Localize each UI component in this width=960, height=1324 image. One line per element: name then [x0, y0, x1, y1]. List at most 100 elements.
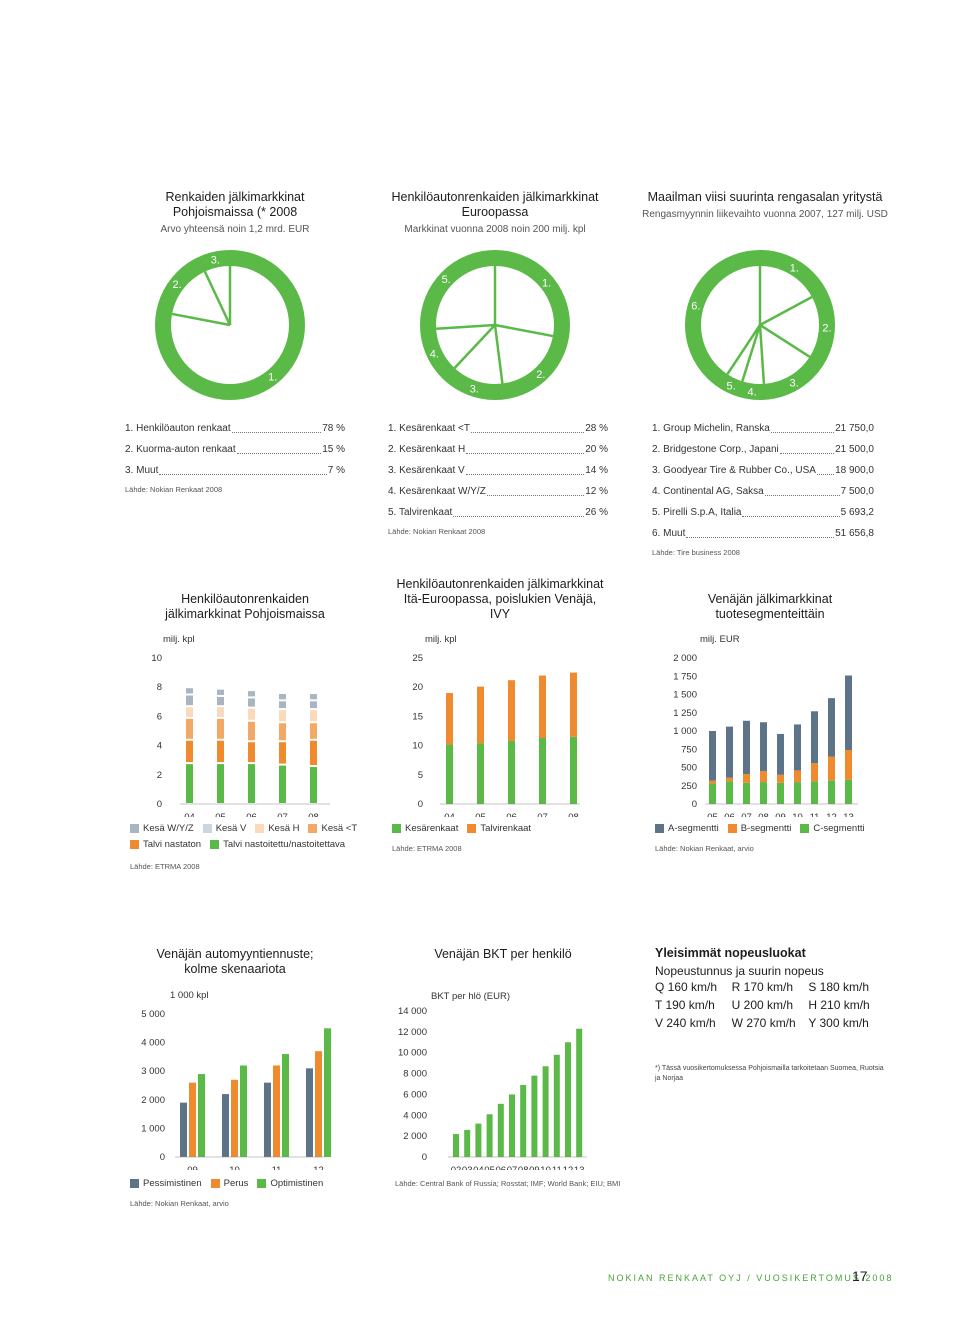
legend-item: C-segmentti	[800, 823, 865, 834]
item-value: 21 500,0	[835, 444, 874, 455]
bar-segment	[217, 740, 224, 763]
y-tick-label: 5	[418, 770, 423, 781]
slice-label: 6.	[691, 301, 700, 313]
bar	[273, 1065, 280, 1157]
slice-label: 2.	[536, 369, 545, 381]
pie-legend-3: 1. Group Michelin, Ranska 21 750,0 2. Brid…	[652, 418, 874, 557]
y-tick-label: 4 000	[141, 1038, 165, 1049]
source-note: Lähde: ETRMA 2008	[392, 844, 462, 853]
x-tick-label: 07	[277, 812, 288, 817]
y-tick-label: 250	[681, 781, 697, 792]
item-label: 5. Pirelli S.p.A, Italia	[652, 507, 742, 518]
chart-title: Venäjän BKT per henkilö	[434, 947, 572, 961]
bar-segment	[509, 1094, 515, 1157]
y-tick-label: 0	[692, 799, 697, 810]
bar	[222, 1094, 229, 1157]
slice-divider	[436, 323, 496, 330]
y-tick-label: 20	[412, 682, 423, 693]
item-value: 21 750,0	[835, 423, 874, 434]
legend-label: Kesä <T	[321, 823, 358, 834]
x-tick-label: 07	[741, 812, 752, 817]
speed-cell: U 200 km/h	[731, 998, 794, 1012]
bar-segment	[186, 695, 193, 706]
legend-russia-segments: A-segmentti B-segmentti C-segmentti Lähde:…	[655, 823, 895, 853]
item-label: 3. Goodyear Tire & Rubber Co., USA	[652, 465, 816, 476]
bar-segment	[828, 780, 835, 804]
donut-chart-1: 1. 2. 3.	[155, 250, 305, 400]
item-label: 3. Kesärenkaat V	[388, 465, 465, 476]
chart-title: Henkilöautonrenkaiden jälkimarkkinat Poh…	[165, 592, 325, 621]
y-tick-label: 12 000	[398, 1027, 427, 1038]
slice-label: 3.	[470, 384, 479, 396]
unit-label: BKT per hlö (EUR)	[431, 991, 510, 1002]
bar-segment	[186, 688, 193, 694]
legend-swatch	[210, 840, 220, 849]
y-tick-label: 5 000	[141, 1009, 165, 1020]
leader-dots	[816, 460, 835, 475]
footnote: *) Tässä vuosikertomuksessa Pohjoismaill…	[655, 1065, 884, 1082]
source-note: Lähde: Nokian Renkaat 2008	[125, 485, 223, 494]
slice-label: 4.	[430, 349, 439, 361]
item-label: 1. Group Michelin, Ranska	[652, 423, 770, 434]
x-tick-label: 10	[540, 1165, 551, 1170]
bar-segment	[279, 710, 286, 722]
bar-segment	[310, 767, 317, 803]
source-note: Lähde: Nokian Renkaat 2008	[388, 527, 486, 536]
unit-label: 1 000 kpl	[170, 990, 209, 1001]
legend-car-sales: Pessimistinen Perus Optimistinen Lähde: No…	[130, 1178, 370, 1208]
pie-legend-item: 3. Kesärenkaat V 14 %	[388, 460, 608, 481]
item-label: 5. Talvirenkaat	[388, 507, 453, 518]
unit-label: milj. kpl	[163, 634, 195, 645]
y-tick-label: 0	[422, 1152, 427, 1163]
slice-divider	[171, 312, 231, 327]
pie-legend-item: 3. Muut 7 %	[125, 460, 345, 481]
x-tick-label: 05	[707, 812, 718, 817]
bar-segment	[497, 1103, 504, 1157]
bar-segment	[486, 1114, 493, 1157]
x-tick-label: 12	[826, 812, 837, 817]
item-label: 3. Muut	[125, 465, 159, 476]
x-tick-label: 08	[518, 1165, 529, 1170]
legend-swatch	[255, 824, 265, 833]
x-tick-label: 13	[843, 812, 854, 817]
item-value: 12 %	[585, 486, 608, 497]
x-tick-label: 06	[246, 812, 257, 817]
bar-segment	[248, 708, 255, 720]
bar-segment	[576, 1028, 583, 1157]
legend-item: B-segmentti	[727, 823, 791, 834]
bar-segment	[570, 672, 577, 737]
x-tick-label: 11	[552, 1165, 562, 1170]
leader-dots	[466, 439, 585, 454]
pie-legend-item: 4. Continental AG, Saksa 7 500,0	[652, 481, 874, 502]
pie-block-1: Renkaiden jälkimarkkinat Pohjoismaissa (…	[125, 190, 345, 235]
legend-label: Kesä H	[268, 823, 300, 834]
bar-segment	[726, 777, 733, 782]
bar-segment	[186, 707, 193, 717]
x-tick-label: 06	[724, 812, 735, 817]
legend-swatch	[655, 824, 664, 833]
bar-segment	[743, 782, 750, 804]
legend-item: Perus	[210, 1178, 248, 1189]
leader-dots	[486, 481, 585, 496]
bar-chart-car-sales: 1 000 kpl 0 1 000 2 000 3 000 4 000 5 000 09 10 1…	[141, 990, 331, 1170]
footer-text: NOKIAN RENKAAT OYJ / VUOSIKERTOMUS 2008	[608, 1273, 894, 1283]
x-tick-label: 03	[462, 1165, 473, 1170]
legend-item: Kesä H	[255, 823, 299, 834]
legend-nordic: Kesä W/Y/Z Kesä V Kesä H Kesä <T Talvi nast…	[130, 823, 370, 871]
legend-item: Talvi nastaton	[130, 839, 201, 850]
slice-label: 1.	[268, 372, 277, 384]
item-label: 1. Kesärenkaat <T	[388, 423, 470, 434]
bar-segment	[248, 691, 255, 697]
leader-dots	[465, 460, 585, 475]
bar-segment	[811, 781, 818, 804]
bar-segment	[760, 782, 767, 804]
bar-segment	[248, 764, 255, 803]
donut-ring	[420, 250, 570, 400]
bar	[306, 1068, 313, 1157]
legend-label: Pessimistinen	[143, 1178, 202, 1189]
page-number: 17	[852, 1268, 868, 1284]
legend-swatch	[800, 824, 810, 833]
unit-label: milj. EUR	[700, 634, 740, 645]
pie-legend-item: 2. Bridgestone Corp., Japani 21 500,0	[652, 439, 874, 460]
y-tick-label: 25	[412, 653, 423, 664]
